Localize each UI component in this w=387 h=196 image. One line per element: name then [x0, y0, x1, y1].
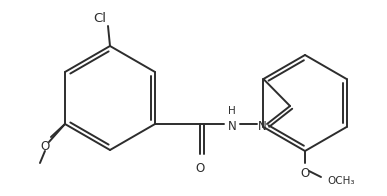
- Text: N: N: [228, 120, 236, 132]
- Text: OCH₃: OCH₃: [327, 176, 354, 186]
- Text: O: O: [40, 140, 50, 152]
- Text: O: O: [300, 167, 310, 180]
- Text: Cl: Cl: [94, 12, 106, 24]
- Text: O: O: [195, 162, 205, 175]
- Text: N: N: [258, 120, 266, 132]
- Text: H: H: [228, 106, 236, 116]
